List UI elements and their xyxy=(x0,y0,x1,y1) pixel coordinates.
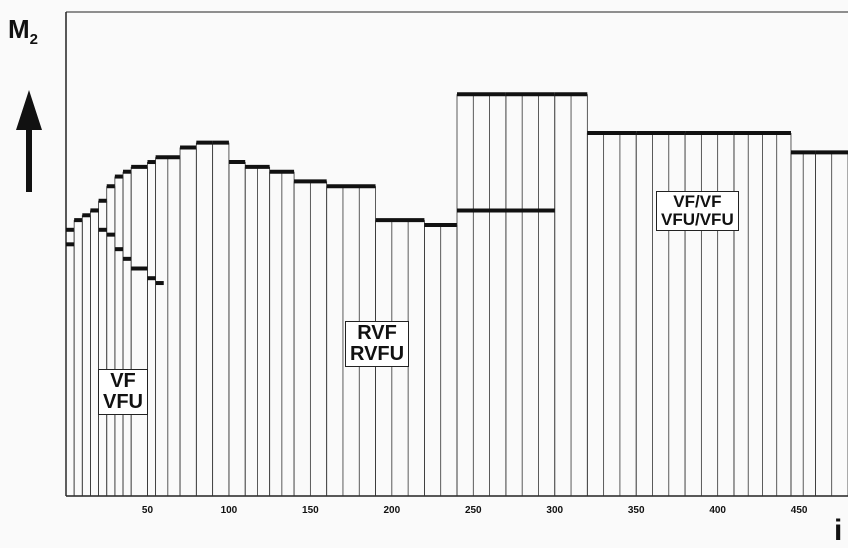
step-bar xyxy=(684,131,735,496)
x-tick-label: 100 xyxy=(221,505,238,516)
x-tick-label: 300 xyxy=(546,505,563,516)
annotation-vfvf-vfuvfu: VF/VF VFU/VFU xyxy=(656,191,739,231)
y-axis-label: M2 xyxy=(8,14,39,49)
step-bar xyxy=(293,179,328,496)
step-bar xyxy=(424,222,458,496)
x-tick-label: 450 xyxy=(791,505,808,516)
step-bar xyxy=(505,92,556,496)
step-bar xyxy=(635,131,686,496)
step-bar xyxy=(114,174,124,496)
step-bar xyxy=(269,169,295,496)
step-bar xyxy=(228,160,246,496)
step-bar xyxy=(122,169,132,496)
step-bar xyxy=(195,140,214,496)
step-bar xyxy=(733,131,792,496)
step-bar xyxy=(554,92,588,496)
step-bar xyxy=(155,155,181,496)
step-bar xyxy=(456,92,507,496)
step-bar xyxy=(790,150,816,496)
x-tick-label: 150 xyxy=(302,505,319,516)
x-tick-label: 350 xyxy=(628,505,645,516)
step-bar xyxy=(130,164,148,496)
step-bar xyxy=(815,150,848,496)
x-tick-label: 250 xyxy=(465,505,482,516)
step-bar xyxy=(81,213,91,496)
x-tick-label: 50 xyxy=(142,505,154,516)
step-bar xyxy=(73,218,83,496)
step-bar xyxy=(212,140,230,496)
annotation-rvf-rvfu: RVF RVFU xyxy=(345,321,410,367)
up-arrow-icon xyxy=(16,90,42,192)
step-bar xyxy=(244,164,271,496)
x-tick-label: 400 xyxy=(709,505,726,516)
step-bar xyxy=(586,131,637,496)
x-tick-label: 200 xyxy=(383,505,400,516)
step-bar xyxy=(65,227,75,496)
x-axis-label: i xyxy=(834,514,843,547)
step-bar xyxy=(179,145,197,496)
step-bar xyxy=(147,160,157,496)
annotation-vf-vfu: VF VFU xyxy=(98,369,148,415)
step-bar xyxy=(98,198,108,496)
step-bar xyxy=(90,208,99,496)
